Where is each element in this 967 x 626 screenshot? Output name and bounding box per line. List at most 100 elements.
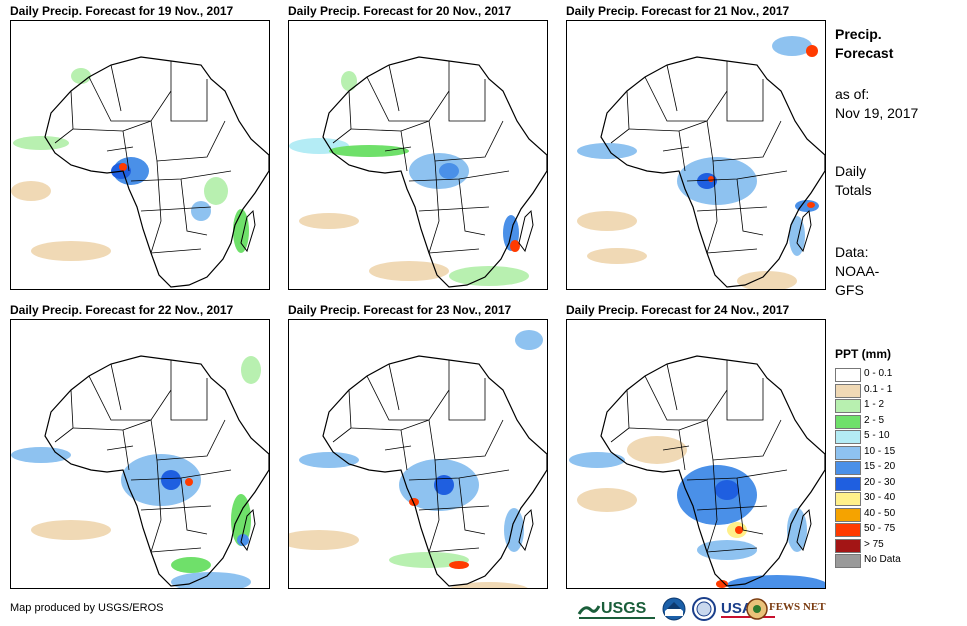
data-line2: GFS	[835, 282, 864, 298]
africa-coastline	[600, 56, 825, 288]
country-border	[150, 160, 162, 254]
legend-label: 30 - 40	[864, 492, 896, 503]
precip-patch	[806, 45, 818, 57]
precip-patch	[71, 68, 91, 84]
precip-map	[10, 20, 270, 290]
precip-patch	[299, 213, 359, 229]
precip-patch	[450, 582, 528, 588]
totals-line1: Daily	[835, 163, 867, 179]
country-border	[448, 360, 486, 421]
precip-patch	[715, 480, 739, 500]
country-border	[350, 419, 430, 431]
country-border	[448, 61, 486, 122]
country-border	[428, 419, 504, 461]
country-border	[122, 429, 130, 471]
sidebar-data-source: Data: NOAA- GFS	[835, 243, 879, 300]
precip-patch	[237, 534, 249, 546]
country-border	[110, 64, 122, 112]
legend-swatch	[835, 492, 861, 506]
country-border	[388, 363, 400, 411]
precip-patch	[369, 261, 449, 281]
country-border	[418, 505, 490, 511]
country-border	[666, 363, 678, 411]
africa-map	[569, 355, 825, 588]
legend-swatch	[835, 383, 861, 398]
country-border	[696, 206, 768, 212]
legend-item: 10 - 15	[835, 445, 895, 461]
country-border	[150, 459, 162, 553]
africa-coastline	[44, 355, 269, 587]
partner-logos: USGS USAID FEWS NET	[577, 596, 827, 622]
legend-item: 50 - 75	[835, 522, 895, 538]
precip-map	[288, 20, 548, 290]
africa-map	[577, 36, 825, 289]
asof-date: Nov 19, 2017	[835, 105, 919, 121]
country-border	[140, 206, 212, 212]
country-border	[662, 146, 690, 152]
country-border	[88, 76, 172, 122]
precip-patch	[577, 211, 637, 231]
precip-patch	[119, 163, 127, 171]
legend-swatch	[835, 414, 861, 429]
sidebar-asof: as of: Nov 19, 2017	[835, 85, 918, 123]
usgs-logo-text: USGS	[601, 600, 647, 617]
noaa-logo	[662, 597, 686, 621]
country-border	[418, 206, 490, 212]
data-label: Data:	[835, 244, 869, 260]
country-border	[400, 429, 408, 471]
panel-title: Daily Precip. Forecast for 22 Nov., 2017	[10, 303, 234, 317]
precip-patch	[191, 201, 211, 221]
legend-item: No Data	[835, 553, 901, 569]
legend-label: No Data	[864, 554, 901, 565]
legend-swatch	[835, 461, 861, 475]
precip-patch	[434, 475, 454, 495]
precip-patch	[577, 488, 637, 512]
precip-map	[288, 319, 548, 589]
country-border	[662, 445, 690, 451]
dhs-seal	[692, 597, 716, 621]
precip-patch	[737, 271, 797, 289]
precip-patch	[569, 452, 625, 468]
precip-patch	[772, 36, 812, 56]
legend-item: 1 - 2	[835, 398, 891, 414]
country-border	[706, 248, 758, 254]
legend-label: > 75	[864, 538, 884, 550]
country-border	[150, 120, 226, 162]
legend-label: 40 - 50	[864, 507, 896, 519]
legend-swatch	[835, 399, 861, 413]
legend-label: 5 - 10	[864, 430, 890, 441]
data-line1: NOAA-	[835, 263, 880, 279]
country-border	[122, 130, 130, 172]
legend-item: 0.1 - 1	[835, 383, 892, 399]
precip-patch	[31, 241, 111, 261]
madagascar-outline	[240, 508, 256, 552]
country-border	[106, 445, 134, 451]
precip-patch	[735, 526, 743, 534]
precip-patch	[31, 520, 111, 540]
precip-patch	[204, 177, 228, 205]
legend-label: 15 - 20	[864, 461, 896, 472]
country-border	[428, 547, 480, 553]
legend-label: 1 - 2	[864, 399, 885, 410]
totals-line2: Totals	[835, 182, 872, 198]
precip-patch	[708, 176, 714, 182]
country-border	[366, 375, 450, 421]
country-border	[628, 120, 708, 132]
precip-patch	[171, 572, 251, 588]
precip-map	[566, 319, 826, 589]
precip-patch	[510, 240, 520, 252]
country-border	[428, 248, 480, 254]
country-border	[678, 130, 686, 172]
precip-patch	[727, 575, 825, 588]
panel-title: Daily Precip. Forecast for 24 Nov., 2017	[566, 303, 790, 317]
precip-patch	[11, 181, 51, 201]
sidebar-title-line1: Precip.	[835, 26, 882, 42]
country-border	[458, 477, 486, 535]
country-border	[706, 419, 782, 461]
precip-patch	[439, 163, 459, 179]
precip-patch	[11, 447, 71, 463]
country-border	[706, 547, 758, 553]
legend-swatch	[835, 430, 861, 444]
africa-coastline	[322, 355, 547, 587]
country-border	[678, 429, 686, 471]
